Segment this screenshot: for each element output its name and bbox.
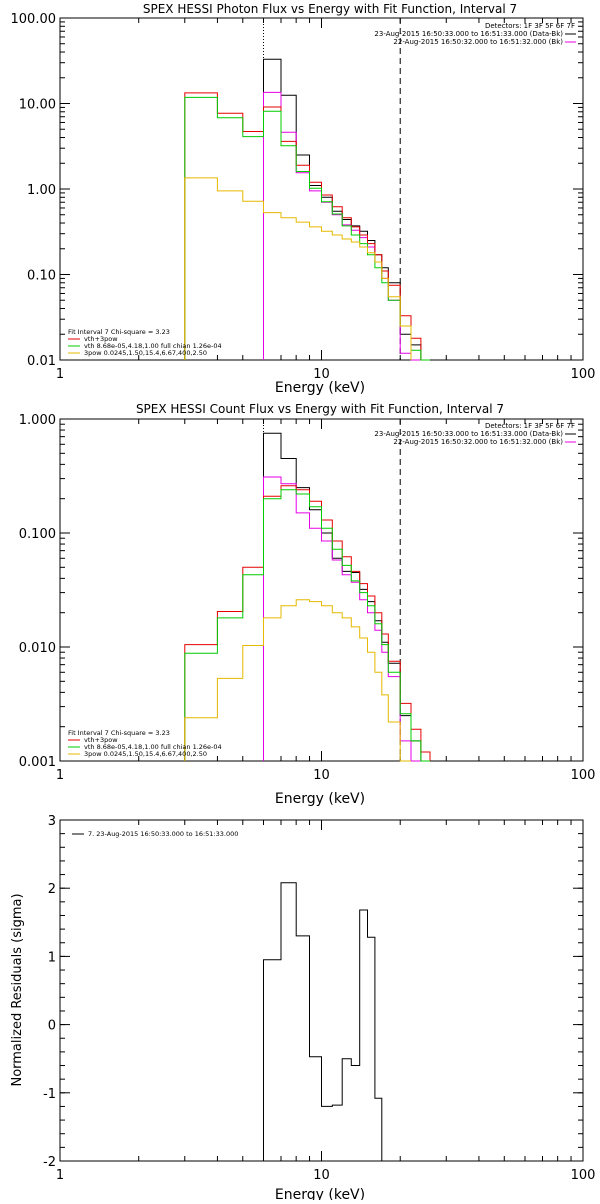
y-tick-label: 0.100	[19, 527, 56, 542]
count-flux-header-line-1: Detectors: 1F 3F 5F 6F 7F	[485, 422, 575, 430]
x-tick-label: 100	[571, 768, 596, 783]
residuals-x-axis: 1 10 100	[56, 820, 596, 1183]
y-tick-label: 0	[48, 1019, 56, 1034]
y-tick-label: 1.00	[27, 183, 56, 198]
x-tick-label: 1	[56, 768, 64, 783]
residuals-y-axis-label: Normalized Residuals (sigma)	[10, 893, 25, 1086]
residuals-x-axis-label: Energy (keV)	[275, 1187, 365, 1200]
count-flux-x-axis-label: Energy (keV)	[275, 791, 365, 807]
count-flux-legend-3pow: 3pow 0.0245,1.50,15.4,6.67,400,2.50	[84, 750, 207, 758]
residuals-y-axis: -2 -1 0 1 2 3	[43, 814, 583, 1170]
photon-flux-series-power-law	[184, 177, 412, 360]
x-tick-label: 10	[313, 367, 330, 382]
y-tick-label: -1	[43, 1087, 56, 1102]
y-tick-label: 0.10	[27, 269, 56, 284]
photon-flux-header-line-1: Detectors: 1F 3F 5F 6F 7F	[485, 22, 575, 30]
count-flux-x-axis: 1 10 100	[56, 419, 596, 783]
y-tick-label: 1.000	[19, 413, 56, 428]
photon-flux-fit-range-lines	[262, 18, 401, 360]
y-tick-label: 0.010	[19, 641, 56, 656]
photon-flux-series-total-fit	[184, 92, 430, 361]
x-tick-label: 100	[571, 1168, 596, 1183]
y-tick-label: 0.01	[27, 354, 56, 369]
x-tick-label: 10	[313, 768, 330, 783]
count-flux-title: SPEX HESSI Count Flux vs Energy with Fit…	[136, 402, 504, 416]
count-flux-series	[184, 432, 431, 762]
count-flux-header-line-2: 23-Aug-2015 16:50:33.000 to 16:51:33.000…	[374, 430, 563, 438]
count-flux-y-axis: 0.001 0.010 0.100 1.000	[19, 413, 583, 770]
count-flux-fit-range-lines	[262, 419, 401, 761]
y-tick-label: 1	[48, 950, 56, 965]
residuals-plot-frame	[59, 819, 584, 1162]
photon-flux-series	[184, 58, 430, 361]
x-tick-label: 100	[571, 367, 596, 382]
photon-flux-header-line-3: 22-Aug-2015 16:50:32.000 to 16:51:32.000…	[393, 38, 563, 46]
count-flux-legend-fit-line: Fit Interval 7 Chi-square = 3.23	[68, 729, 170, 737]
count-flux-header-line-3: 22-Aug-2015 16:50:32.000 to 16:51:32.000…	[393, 438, 563, 446]
residuals-series	[263, 882, 401, 1162]
count-flux-series-power-law	[184, 599, 411, 762]
photon-flux-legend-vth: vth 8.68e-05,4.18,1.00 full chian 1.26e-…	[84, 342, 222, 350]
photon-flux-series-thermal	[184, 96, 430, 361]
count-flux-legend-vth: vth 8.68e-05,4.18,1.00 full chian 1.26e-…	[84, 743, 222, 751]
y-tick-label: 100.00	[11, 12, 57, 27]
photon-flux-y-axis: 0.01 0.10 1.00 10.00 100.00	[11, 12, 583, 369]
photon-flux-x-axis: 1 10 100	[56, 18, 596, 382]
residuals-legend-entry: 7. 23-Aug-2015 16:50:33.000 to 16:51:33.…	[88, 830, 238, 838]
y-tick-label: 0.001	[19, 755, 56, 770]
count-flux-series-total-fit	[184, 485, 431, 761]
photon-flux-x-axis-label: Energy (keV)	[275, 380, 365, 396]
residuals-series-residuals	[263, 882, 401, 1162]
photon-flux-header-line-2: 23-Aug-2015 16:50:33.000 to 16:51:33.000…	[374, 30, 563, 38]
y-tick-label: 2	[48, 882, 56, 897]
x-tick-label: 10	[313, 1168, 330, 1183]
photon-flux-legend-total: vth+3pow	[84, 335, 118, 343]
count-flux-series-data-minus-bk	[263, 432, 422, 761]
y-tick-label: -2	[43, 1155, 56, 1170]
residuals-panel: 1 10 100 -2 -1 0 1 2 3 Energy (keV) Normalized …	[10, 814, 596, 1203]
y-tick-label: 3	[48, 814, 56, 829]
count-flux-plot-frame	[59, 418, 584, 762]
count-flux-series-thermal	[184, 489, 430, 762]
count-flux-legend-total: vth+3pow	[84, 736, 118, 744]
y-tick-label: 10.00	[19, 98, 56, 113]
photon-flux-series-data-minus-bk	[263, 58, 422, 360]
photon-flux-panel: SPEX HESSI Photon Flux vs Energy with Fi…	[11, 2, 596, 396]
x-tick-label: 1	[56, 1168, 64, 1183]
x-tick-label: 1	[56, 367, 64, 382]
count-flux-panel: SPEX HESSI Count Flux vs Energy with Fit…	[19, 402, 596, 807]
photon-flux-legend-fit-line: Fit Interval 7 Chi-square = 3.23	[68, 328, 170, 336]
photon-flux-title: SPEX HESSI Photon Flux vs Energy with Fi…	[143, 2, 517, 16]
photon-flux-legend-3pow: 3pow 0.0245,1.50,15.4,6.67,400,2.50	[84, 349, 207, 357]
count-flux-series-background	[263, 476, 421, 762]
